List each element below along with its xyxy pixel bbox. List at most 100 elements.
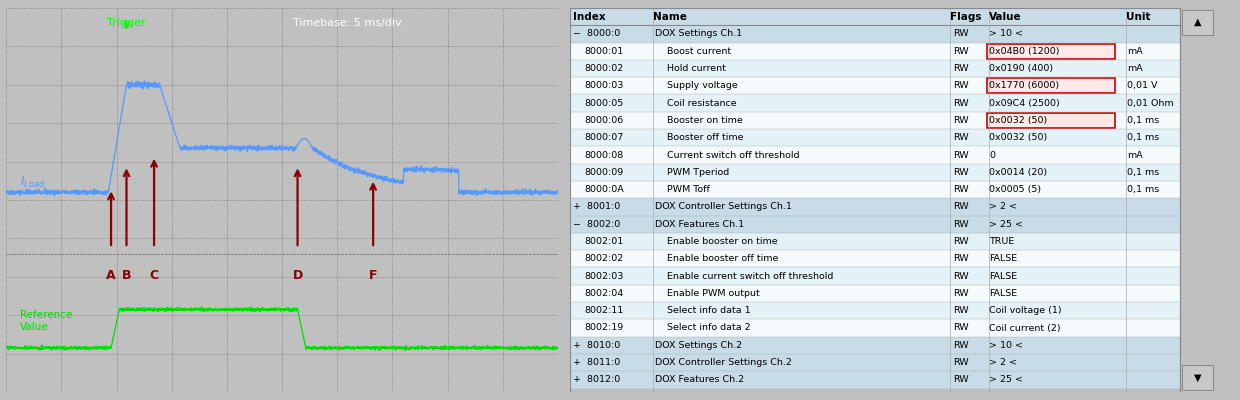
Bar: [570, 319, 1180, 337]
Text: RW: RW: [954, 168, 970, 177]
Text: Enable current switch off threshold: Enable current switch off threshold: [667, 272, 833, 281]
Text: Hold current: Hold current: [667, 64, 725, 73]
Text: D: D: [293, 269, 303, 282]
Text: RW: RW: [954, 47, 970, 56]
Bar: [570, 302, 1180, 319]
Text: Reference
Value: Reference Value: [20, 310, 72, 332]
Text: RW: RW: [954, 116, 970, 125]
Text: DOX Features Ch.2: DOX Features Ch.2: [655, 375, 744, 384]
Text: > 2 <: > 2 <: [990, 202, 1017, 212]
Bar: [570, 60, 1180, 77]
Text: > 25 <: > 25 <: [990, 375, 1023, 384]
Text: 8002:02: 8002:02: [584, 254, 624, 263]
Text: Coil resistance: Coil resistance: [667, 99, 737, 108]
Text: RW: RW: [954, 99, 970, 108]
Text: 0,01 Ohm: 0,01 Ohm: [1127, 99, 1174, 108]
Text: FALSE: FALSE: [990, 254, 1018, 263]
Bar: [1182, 10, 1214, 35]
Text: +  8010:0: + 8010:0: [573, 341, 620, 350]
Bar: [570, 198, 1180, 216]
Text: B: B: [122, 269, 131, 282]
Text: RW: RW: [954, 185, 970, 194]
Text: ▲: ▲: [1194, 17, 1202, 27]
Text: −  8000:0: − 8000:0: [573, 30, 620, 38]
Text: DOX Settings Ch.1: DOX Settings Ch.1: [655, 30, 743, 38]
Text: Enable PWM output: Enable PWM output: [667, 289, 760, 298]
Text: > 10 <: > 10 <: [990, 30, 1023, 38]
Text: 8002:04: 8002:04: [584, 289, 624, 298]
Text: Coil voltage (1): Coil voltage (1): [990, 306, 1061, 315]
Text: ▼: ▼: [1194, 372, 1202, 382]
Text: > 25 <: > 25 <: [990, 220, 1023, 229]
Text: Index: Index: [573, 12, 605, 22]
Bar: [570, 216, 1180, 233]
Text: RW: RW: [954, 202, 970, 212]
Text: 0: 0: [990, 150, 996, 160]
Text: mA: mA: [1127, 150, 1143, 160]
Bar: [570, 337, 1180, 354]
Text: DOX Controller Settings Ch.1: DOX Controller Settings Ch.1: [655, 202, 792, 212]
Text: 8002:11: 8002:11: [584, 306, 624, 315]
Text: 8000:03: 8000:03: [584, 81, 624, 90]
Text: 8002:19: 8002:19: [584, 324, 624, 332]
Bar: [570, 250, 1180, 268]
Text: RW: RW: [954, 306, 970, 315]
Text: Value: Value: [988, 12, 1022, 22]
Text: 0x0032 (50): 0x0032 (50): [990, 133, 1048, 142]
Text: Enable booster off time: Enable booster off time: [667, 254, 779, 263]
Text: 8000:07: 8000:07: [584, 133, 624, 142]
Text: Boost current: Boost current: [667, 47, 730, 56]
Text: +  8001:0: + 8001:0: [573, 202, 620, 212]
Bar: [570, 268, 1180, 285]
Text: RW: RW: [954, 220, 970, 229]
Text: > 10 <: > 10 <: [990, 341, 1023, 350]
Bar: [570, 233, 1180, 250]
Text: 0x0005 (5): 0x0005 (5): [990, 185, 1042, 194]
Text: Supply voltage: Supply voltage: [667, 81, 738, 90]
Text: 0,01 V: 0,01 V: [1127, 81, 1158, 90]
Text: 0x0032 (50): 0x0032 (50): [990, 116, 1048, 125]
Text: RW: RW: [954, 64, 970, 73]
Text: RW: RW: [954, 150, 970, 160]
Text: DOX Features Ch.1: DOX Features Ch.1: [655, 220, 744, 229]
Text: Timebase: 5 ms/div.: Timebase: 5 ms/div.: [293, 18, 404, 28]
FancyBboxPatch shape: [987, 78, 1115, 93]
Text: mA: mA: [1127, 64, 1143, 73]
Text: Select info data 1: Select info data 1: [667, 306, 750, 315]
Text: Trigger: Trigger: [107, 18, 146, 28]
Text: RW: RW: [954, 30, 970, 38]
Text: 0x1770 (6000): 0x1770 (6000): [990, 81, 1059, 90]
Bar: [570, 94, 1180, 112]
Text: −  8002:0: − 8002:0: [573, 220, 620, 229]
Text: RW: RW: [954, 81, 970, 90]
Bar: [570, 354, 1180, 371]
Bar: [570, 8, 1180, 25]
Bar: [570, 164, 1180, 181]
Text: 0,1 ms: 0,1 ms: [1127, 168, 1159, 177]
Text: Select info data 2: Select info data 2: [667, 324, 750, 332]
Text: > 2 <: > 2 <: [990, 358, 1017, 367]
Bar: [570, 285, 1180, 302]
Text: 8000:0A: 8000:0A: [584, 185, 624, 194]
Text: mA: mA: [1127, 47, 1143, 56]
Text: A: A: [107, 269, 115, 282]
Text: Booster off time: Booster off time: [667, 133, 743, 142]
Text: 8000:09: 8000:09: [584, 168, 624, 177]
Text: RW: RW: [954, 289, 970, 298]
Text: 0,1 ms: 0,1 ms: [1127, 133, 1159, 142]
Text: PWM Toff: PWM Toff: [667, 185, 709, 194]
Text: 8000:08: 8000:08: [584, 150, 624, 160]
Text: RW: RW: [954, 341, 970, 350]
Bar: [570, 42, 1180, 60]
Text: RW: RW: [954, 272, 970, 281]
Bar: [570, 371, 1180, 388]
Text: 8002:01: 8002:01: [584, 237, 624, 246]
Text: 0x04B0 (1200): 0x04B0 (1200): [990, 47, 1060, 56]
FancyBboxPatch shape: [987, 113, 1115, 128]
FancyBboxPatch shape: [987, 44, 1115, 59]
Text: 0x0190 (400): 0x0190 (400): [990, 64, 1054, 73]
Text: DOX Settings Ch.2: DOX Settings Ch.2: [655, 341, 743, 350]
Text: Coil current (2): Coil current (2): [990, 324, 1061, 332]
Bar: [570, 77, 1180, 94]
Text: RW: RW: [954, 254, 970, 263]
